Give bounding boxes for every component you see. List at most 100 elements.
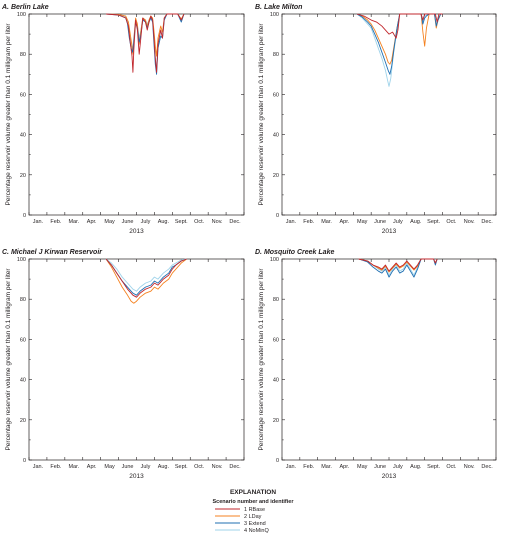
panel-mosquito-creek-lake: D. Mosquito Creek Lake Jan. Feb. Mar. Apr. Ma… <box>255 249 497 480</box>
y-axis-label: Percentage reservoir volume greater than… <box>258 268 265 451</box>
x-tick-label: Oct. <box>446 464 457 470</box>
y-tick-label: 100 <box>270 12 279 18</box>
y-tick-label: 40 <box>20 133 26 139</box>
x-tick-label: July <box>141 464 151 470</box>
legend-label: 4 NoMinQ <box>244 528 269 534</box>
series-line-2-lday <box>106 13 185 57</box>
panel-michael-j-kirwan-reservoir: C. Michael J Kirwan Reservoir Jan. Feb. Mar… <box>2 249 245 480</box>
x-axis-label: 2013 <box>129 473 144 480</box>
x-axis-label: 2013 <box>382 228 397 235</box>
x-tick-label: Dec. <box>481 219 493 225</box>
panel-title: D. Mosquito Creek Lake <box>255 249 334 256</box>
x-tick-label: Aug. <box>410 219 422 225</box>
x-tick-label: Feb. <box>303 219 314 225</box>
x-tick-label: Aug. <box>158 464 170 470</box>
x-tick-label: Jan. <box>286 219 297 225</box>
x-tick-label: June <box>374 464 386 470</box>
x-tick-label: Nov. <box>464 219 475 225</box>
x-tick-label: Mar. <box>321 464 332 470</box>
y-tick-label: 100 <box>17 257 26 263</box>
series-line-2-lday <box>356 13 443 65</box>
x-tick-label: Jan. <box>33 464 44 470</box>
x-tick-label: Sept. <box>175 219 188 225</box>
chart-panels: A. Berlin Lake Jan. Feb. Mar. Apr. May June Jul… <box>1 4 497 480</box>
x-tick-label: Dec. <box>229 464 241 470</box>
y-tick-label: 0 <box>276 213 279 219</box>
x-tick-label: Dec. <box>229 219 241 225</box>
x-tick-label: May <box>104 464 115 470</box>
x-tick-label: Sept. <box>175 464 188 470</box>
series-line-3-extend <box>106 13 185 75</box>
x-axis-label: 2013 <box>129 228 144 235</box>
explanation-legend: EXPLANATION Scenario number and identifi… <box>213 489 295 534</box>
x-tick-label: May <box>357 219 368 225</box>
x-tick-label: Mar. <box>68 464 79 470</box>
x-tick-label: Aug. <box>158 219 170 225</box>
series-line-1-rbase <box>358 258 438 272</box>
x-tick-label: July <box>393 219 403 225</box>
y-tick-label: 0 <box>23 458 26 464</box>
panel-title: C. Michael J Kirwan Reservoir <box>2 249 103 256</box>
x-tick-label: Nov. <box>464 464 475 470</box>
x-tick-label: Sept. <box>427 464 440 470</box>
x-tick-label: Apr. <box>87 464 97 470</box>
y-axis-label: Percentage reservoir volume greater than… <box>258 23 265 206</box>
y-tick-label: 80 <box>273 52 279 58</box>
explanation-title: EXPLANATION <box>230 489 276 496</box>
x-tick-label: Nov. <box>212 464 223 470</box>
y-axis-label: Percentage reservoir volume greater than… <box>5 23 12 206</box>
series-line-3-extend <box>105 258 187 296</box>
y-tick-label: 20 <box>20 173 26 179</box>
x-tick-label: June <box>122 219 134 225</box>
y-tick-label: 20 <box>20 418 26 424</box>
x-tick-label: June <box>122 464 134 470</box>
y-tick-label: 40 <box>273 378 279 384</box>
x-tick-label: Feb. <box>303 464 314 470</box>
x-tick-label: Sept. <box>427 219 440 225</box>
series-line-4-nominq <box>358 258 438 276</box>
x-tick-label: Oct. <box>194 219 205 225</box>
y-tick-label: 80 <box>20 297 26 303</box>
x-tick-label: May <box>357 464 368 470</box>
legend-label: 3 Extend <box>244 521 266 527</box>
y-tick-label: 60 <box>20 337 26 343</box>
plot-frame <box>28 258 245 461</box>
panel-title: B. Lake Milton <box>255 4 302 11</box>
y-tick-label: 20 <box>273 418 279 424</box>
x-tick-label: Jan. <box>33 219 44 225</box>
x-tick-label: Aug. <box>410 464 422 470</box>
x-tick-label: Feb. <box>50 219 61 225</box>
x-tick-label: Apr. <box>340 219 350 225</box>
x-tick-label: May <box>104 219 115 225</box>
series-line-1-rbase <box>106 13 185 73</box>
legend-label: 1 RBase <box>244 507 265 513</box>
panel-berlin-lake: A. Berlin Lake Jan. Feb. Mar. Apr. May June Jul… <box>1 4 245 235</box>
x-tick-label: Oct. <box>194 464 205 470</box>
x-tick-label: Apr. <box>87 219 97 225</box>
y-tick-label: 40 <box>20 378 26 384</box>
panel-lake-milton: B. Lake Milton Jan. Feb. Mar. Apr. May June Jul… <box>255 4 497 235</box>
x-tick-label: June <box>374 219 386 225</box>
x-tick-label: Mar. <box>321 219 332 225</box>
y-tick-label: 100 <box>17 12 26 18</box>
x-tick-label: Mar. <box>68 219 79 225</box>
x-tick-label: Oct. <box>446 219 457 225</box>
legend-label: 2 LDay <box>244 514 262 520</box>
plot-frame <box>28 13 245 216</box>
series-line-1-rbase <box>356 13 443 39</box>
y-tick-label: 80 <box>20 52 26 58</box>
y-tick-label: 60 <box>273 337 279 343</box>
series-line-2-lday <box>105 258 187 304</box>
y-tick-label: 0 <box>23 213 26 219</box>
x-tick-label: Apr. <box>340 464 350 470</box>
x-tick-label: Feb. <box>50 464 61 470</box>
x-tick-label: Dec. <box>481 464 493 470</box>
y-axis-label: Percentage reservoir volume greater than… <box>5 268 12 451</box>
y-tick-label: 100 <box>270 257 279 263</box>
y-tick-label: 40 <box>273 133 279 139</box>
explanation-subtitle: Scenario number and identifier <box>213 499 295 505</box>
series-line-1-rbase <box>105 258 187 298</box>
y-tick-label: 60 <box>20 92 26 98</box>
plot-frame <box>281 258 497 461</box>
